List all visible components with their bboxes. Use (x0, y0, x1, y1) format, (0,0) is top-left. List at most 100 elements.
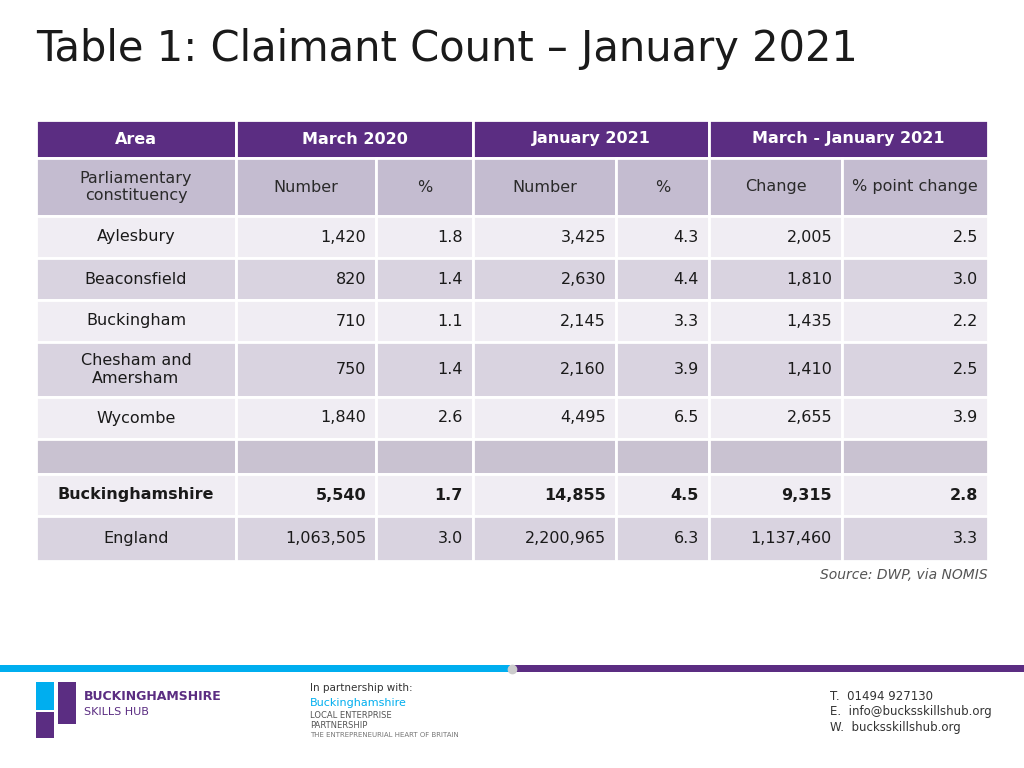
Text: March 2020: March 2020 (301, 131, 408, 147)
Text: 9,315: 9,315 (781, 488, 831, 502)
Bar (36, 216, 236, 258)
Bar (473, 216, 616, 258)
Text: 2,200,965: 2,200,965 (525, 531, 606, 546)
Text: Change: Change (744, 180, 806, 194)
Text: Buckinghamshire: Buckinghamshire (310, 698, 407, 708)
Bar (842, 397, 988, 439)
Text: 1,137,460: 1,137,460 (751, 531, 831, 546)
Bar (842, 258, 988, 300)
Bar (473, 342, 616, 397)
Text: 820: 820 (336, 272, 366, 286)
Text: 2.2: 2.2 (952, 313, 978, 329)
Bar (842, 474, 988, 516)
Bar (709, 158, 842, 216)
Bar (709, 258, 842, 300)
Text: Parliamentary
constituency: Parliamentary constituency (80, 170, 193, 204)
Bar (473, 474, 616, 516)
Bar (376, 300, 473, 342)
Bar (236, 158, 376, 216)
Text: Number: Number (273, 180, 339, 194)
Bar (709, 397, 842, 439)
Bar (616, 474, 709, 516)
Text: %: % (417, 180, 432, 194)
Text: Wycombe: Wycombe (96, 411, 176, 425)
Bar (36, 397, 236, 439)
Text: 3,425: 3,425 (560, 230, 606, 244)
Bar (616, 439, 709, 474)
Bar (842, 439, 988, 474)
Text: 14,855: 14,855 (544, 488, 606, 502)
Bar (709, 516, 842, 561)
Bar (616, 516, 709, 561)
Bar (376, 397, 473, 439)
Bar (236, 342, 376, 397)
Text: 4.5: 4.5 (671, 488, 699, 502)
Text: 1.4: 1.4 (437, 272, 463, 286)
Text: 2,160: 2,160 (560, 362, 606, 377)
Text: 1,810: 1,810 (786, 272, 831, 286)
Text: 1,840: 1,840 (321, 411, 366, 425)
Bar (473, 120, 709, 158)
Bar (36, 158, 236, 216)
Bar (473, 258, 616, 300)
Text: 3.0: 3.0 (952, 272, 978, 286)
Text: 1.7: 1.7 (434, 488, 463, 502)
Bar (376, 474, 473, 516)
Text: 2,005: 2,005 (786, 230, 831, 244)
Bar (376, 516, 473, 561)
Bar (36, 712, 54, 738)
Text: 2.5: 2.5 (952, 230, 978, 244)
Text: 2.5: 2.5 (952, 362, 978, 377)
Bar (616, 158, 709, 216)
Bar (709, 300, 842, 342)
Bar (36, 300, 236, 342)
Text: 1,420: 1,420 (321, 230, 366, 244)
Bar (36, 439, 236, 474)
Bar (842, 516, 988, 561)
Text: 1.1: 1.1 (437, 313, 463, 329)
Bar (842, 216, 988, 258)
Bar (236, 120, 473, 158)
Text: % point change: % point change (852, 180, 978, 194)
Bar (376, 439, 473, 474)
Text: W.  bucksskillshub.org: W. bucksskillshub.org (830, 721, 961, 734)
Bar (236, 300, 376, 342)
Text: 3.0: 3.0 (437, 531, 463, 546)
Bar (36, 258, 236, 300)
Bar (473, 300, 616, 342)
Text: SKILLS HUB: SKILLS HUB (84, 707, 148, 717)
Text: 4.3: 4.3 (674, 230, 699, 244)
Text: %: % (655, 180, 670, 194)
Bar (473, 439, 616, 474)
Text: 1,063,505: 1,063,505 (285, 531, 366, 546)
Text: Chesham and
Amersham: Chesham and Amersham (81, 353, 191, 386)
Bar (236, 439, 376, 474)
Bar (236, 474, 376, 516)
Bar (616, 397, 709, 439)
Text: 3.9: 3.9 (952, 411, 978, 425)
Bar (842, 158, 988, 216)
Bar (376, 216, 473, 258)
Text: E.  info@bucksskillshub.org: E. info@bucksskillshub.org (830, 706, 992, 719)
Bar (36, 342, 236, 397)
Bar (376, 258, 473, 300)
Text: 3.3: 3.3 (953, 531, 978, 546)
Text: LOCAL ENTERPRISE: LOCAL ENTERPRISE (310, 711, 391, 720)
Bar (709, 439, 842, 474)
Bar (842, 342, 988, 397)
Text: 1.4: 1.4 (437, 362, 463, 377)
Text: T.  01494 927130: T. 01494 927130 (830, 690, 933, 703)
Text: 3.3: 3.3 (674, 313, 699, 329)
Bar (473, 397, 616, 439)
Bar (376, 342, 473, 397)
Text: Aylesbury: Aylesbury (96, 230, 175, 244)
Bar (236, 216, 376, 258)
Bar (616, 300, 709, 342)
Text: 2.8: 2.8 (949, 488, 978, 502)
Text: In partnership with:: In partnership with: (310, 683, 413, 693)
Text: PARTNERSHIP: PARTNERSHIP (310, 721, 368, 730)
Bar (616, 258, 709, 300)
Text: 1,435: 1,435 (786, 313, 831, 329)
Bar (0, 665, 510, 672)
Text: 3.9: 3.9 (674, 362, 699, 377)
